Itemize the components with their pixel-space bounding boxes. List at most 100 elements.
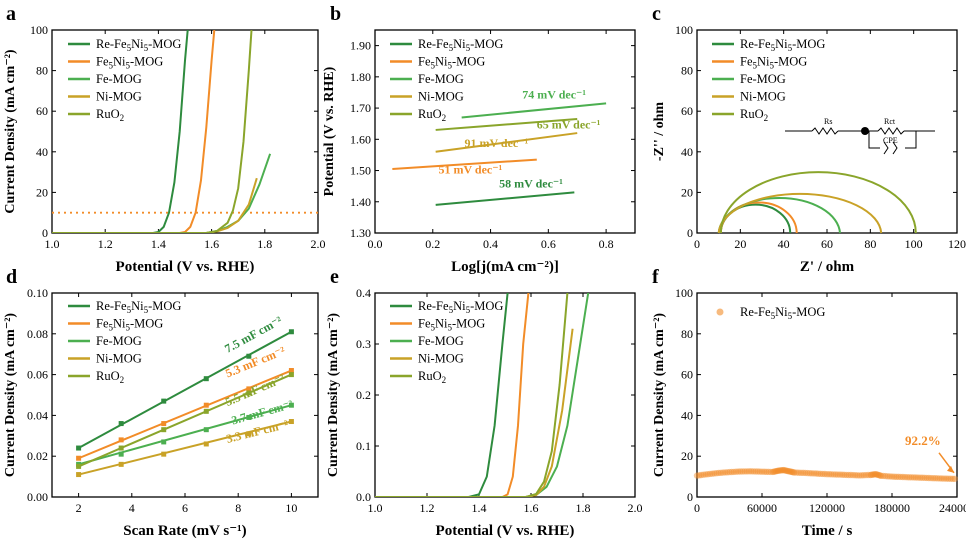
data-point xyxy=(770,468,778,475)
data-point xyxy=(800,469,807,476)
legend-label: Fe-MOG xyxy=(96,72,142,86)
data-point xyxy=(118,437,124,443)
legend-label: RuO2 xyxy=(96,107,124,123)
data-point xyxy=(752,468,759,475)
y-tick-label: 0.02 xyxy=(27,449,48,463)
tafel-label: 65 mV dec⁻¹ xyxy=(537,117,601,131)
data-point xyxy=(203,376,209,382)
data-point xyxy=(793,469,800,476)
data-point xyxy=(724,469,731,476)
data-point xyxy=(870,471,877,478)
data-point xyxy=(758,468,766,475)
data-point xyxy=(161,421,167,427)
y-tick-label: 1.70 xyxy=(350,101,371,115)
data-point xyxy=(845,471,852,479)
x-tick-label: 1.0 xyxy=(45,237,60,251)
data-point xyxy=(711,470,718,477)
node-dot xyxy=(861,127,869,135)
data-point xyxy=(246,386,252,392)
data-point xyxy=(804,469,811,477)
x-tick-label: 0.2 xyxy=(425,237,440,251)
data-point xyxy=(771,468,779,475)
data-point xyxy=(700,471,707,478)
tafel-line-ni xyxy=(435,132,578,153)
data-point xyxy=(930,475,937,482)
panel-label: e xyxy=(330,266,339,288)
data-point xyxy=(203,402,209,408)
data-point xyxy=(815,470,822,477)
y-tick-label: 60 xyxy=(681,368,693,382)
y-axis-label: Current Density (mA cm⁻²) xyxy=(3,49,18,213)
data-point xyxy=(852,472,859,479)
data-point xyxy=(246,390,252,396)
data-point xyxy=(118,451,124,457)
data-point xyxy=(76,455,82,461)
legend-label: Fe-MOG xyxy=(96,334,142,348)
x-tick-label: 120000 xyxy=(809,501,845,515)
series-line-ni xyxy=(375,328,574,497)
tafel-line-fe xyxy=(461,102,607,119)
legend-label: Re-Fe5Ni5-MOG xyxy=(96,37,181,53)
panel-b: b 0.0 0.2 0.4 0.6 0.8 1.30 1.40 1.50 1.60 1.70 1.80… xyxy=(322,3,636,275)
panel-label: c xyxy=(652,3,661,25)
data-point xyxy=(696,472,703,479)
data-point xyxy=(783,467,791,474)
legend-label: Re-Fe5Ni5-MOG xyxy=(740,305,825,321)
data-point xyxy=(873,471,880,478)
y-tick-label: 1.50 xyxy=(350,164,371,178)
x-tick-label: 120 xyxy=(948,237,966,251)
data-point xyxy=(726,468,733,476)
data-point xyxy=(774,467,781,475)
y-tick-label: 80 xyxy=(681,64,693,78)
x-tick-label: 0 xyxy=(694,237,700,251)
y-tick-label: 40 xyxy=(681,408,693,422)
y-tick-label: 60 xyxy=(681,104,693,118)
data-point xyxy=(819,470,826,478)
data-point xyxy=(849,471,857,479)
x-tick-label: 1.4 xyxy=(472,501,487,515)
data-point xyxy=(880,472,887,480)
x-tick-label: 0.6 xyxy=(541,237,556,251)
data-point xyxy=(784,467,792,475)
data-point xyxy=(899,473,906,481)
data-point xyxy=(945,475,952,482)
fit-line-ni xyxy=(78,420,292,476)
x-tick-label: 1.8 xyxy=(257,237,272,251)
x-tick-label: 2.0 xyxy=(628,501,643,515)
x-tick-label: 180000 xyxy=(874,501,910,515)
y-tick-label: 40 xyxy=(36,145,48,159)
panel-d: d 2 4 6 8 10 0.00 0.02 0.04 0.06 0.08 0.10 Scan Rate… xyxy=(3,266,319,539)
panel-c: c 0 20 40 60 80 100 120 0 20 40 60 80 100 Z' / ohm -Z''… xyxy=(652,3,966,275)
data-point xyxy=(288,419,294,425)
x-tick-label: 60 xyxy=(821,237,833,251)
circuit-label: Rs xyxy=(824,117,832,126)
x-axis-label: Scan Rate (mV s⁻¹) xyxy=(123,523,246,539)
x-axis-label: Log[j(mA cm⁻²)] xyxy=(451,259,559,275)
data-point xyxy=(728,468,735,476)
data-point xyxy=(767,468,774,476)
data-point xyxy=(717,469,724,476)
fit-line-ruo2 xyxy=(78,373,292,468)
y-tick-label: 0.06 xyxy=(27,368,48,382)
data-point xyxy=(769,468,776,476)
data-point xyxy=(858,472,865,479)
legend-label: Fe5Ni5-MOG xyxy=(418,55,485,71)
data-point xyxy=(843,471,850,479)
nyquist-arc-ruo2 xyxy=(719,171,917,234)
data-point xyxy=(745,468,753,475)
data-point xyxy=(927,474,935,482)
data-point xyxy=(118,461,124,467)
legend-label: Fe-MOG xyxy=(418,72,464,86)
legend-label: Re-Fe5Ni5-MOG xyxy=(418,299,503,315)
x-tick-label: 0 xyxy=(694,501,700,515)
series-line-ruo2 xyxy=(375,293,569,497)
y-tick-label: 0.10 xyxy=(27,286,48,300)
x-tick-label: 100 xyxy=(905,237,923,251)
data-point xyxy=(782,467,789,474)
data-point xyxy=(704,471,711,478)
data-point xyxy=(947,475,954,482)
data-point xyxy=(778,467,785,474)
panel-e: e 1.0 1.2 1.4 1.6 1.8 2.0 0.0 0.1 0.2 0.3 0.4 Potent… xyxy=(326,266,643,539)
